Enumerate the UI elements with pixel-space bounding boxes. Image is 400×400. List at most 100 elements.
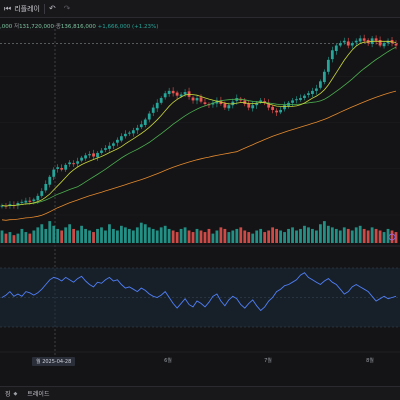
candle-body: [374, 38, 378, 41]
candle-body: [311, 90, 314, 94]
candle-body: [350, 43, 354, 46]
volume-bar: [28, 233, 32, 243]
volume-bar: [382, 232, 386, 243]
volume-bar: [279, 230, 282, 243]
volume-bar: [16, 233, 20, 243]
chart-toolbar: ⏮ 리플레이 ↶ ↷: [0, 0, 400, 18]
candle-body: [183, 92, 187, 95]
volume-bar: [76, 230, 80, 243]
ma-mid-line: [1, 40, 397, 207]
candle-body: [211, 102, 215, 105]
volume-bar: [88, 230, 91, 243]
candle-body: [171, 90, 175, 94]
candle-body: [322, 71, 326, 83]
volume-bar: [116, 230, 119, 243]
legend-close-value: 136,816,000: [60, 24, 96, 30]
volume-bar: [123, 227, 127, 243]
bottom-panel-bar: 징 ◆ 트레이드: [0, 386, 400, 400]
candle-body: [40, 191, 44, 196]
volume-bar: [350, 230, 354, 243]
bottom-tab-trade[interactable]: 트레이드: [22, 389, 54, 398]
candle-body: [326, 59, 330, 72]
volume-bar: [370, 227, 374, 243]
candle-body: [362, 38, 366, 41]
x-axis-month-label: 6월: [164, 357, 172, 364]
candle-body: [271, 106, 275, 110]
replay-label: 리플레이: [14, 4, 40, 13]
candle-body: [8, 204, 12, 206]
volume-bar: [239, 227, 243, 243]
volume-bar: [291, 227, 294, 243]
volume-bar: [203, 232, 207, 243]
toolbar-divider: [43, 3, 45, 14]
volume-bar: [80, 225, 83, 243]
volume-bar: [215, 230, 219, 243]
bottom-tab-trade-label: 트레이드: [27, 391, 50, 398]
volume-bar: [143, 224, 147, 243]
volume-bar: [386, 228, 390, 243]
volume-bar: [179, 228, 183, 243]
volume-bar: [187, 230, 191, 243]
candle-body: [52, 169, 56, 177]
volume-bar: [155, 230, 159, 243]
candle-body: [159, 98, 163, 103]
volume-bar: [263, 232, 267, 243]
replay-button[interactable]: ⏮ 리플레이: [0, 0, 44, 18]
volume-bar: [68, 224, 72, 243]
diamond-icon: ◆: [13, 390, 18, 397]
volume-bar: [243, 230, 247, 243]
volume-bar: [295, 230, 298, 243]
volume-bar: [4, 233, 8, 243]
volume-bar: [8, 232, 12, 243]
candle-body: [394, 43, 398, 46]
volume-bar: [12, 235, 16, 243]
candle-body: [0, 205, 4, 207]
volume-bar: [211, 233, 215, 243]
candle-body: [255, 102, 259, 106]
candle-body: [247, 103, 251, 108]
volume-bar: [52, 225, 56, 243]
candle-body: [16, 203, 20, 206]
candle-body: [116, 139, 119, 143]
undo-button[interactable]: ↶: [45, 0, 60, 18]
volume-bar: [171, 230, 175, 243]
candle-body: [275, 110, 279, 113]
volume-bar: [318, 224, 322, 243]
volume-bar: [32, 230, 36, 243]
volume-bar: [159, 227, 163, 243]
ma-short-line: [1, 46, 397, 207]
volume-bar: [299, 228, 302, 243]
candle-body: [199, 97, 203, 102]
candle-body: [279, 109, 282, 113]
volume-bar: [72, 228, 76, 243]
candle-body: [60, 167, 64, 170]
volume-bar: [378, 230, 382, 243]
candle-body: [342, 40, 346, 43]
candle-body: [92, 153, 95, 157]
volume-bar: [64, 227, 68, 243]
volume-bar: [366, 230, 370, 243]
price-chart[interactable]: 6월 7월 8월: [0, 0, 400, 386]
volume-bar: [131, 230, 135, 243]
bottom-tab-1-label: 징: [5, 391, 11, 398]
candle-body: [36, 195, 40, 201]
candle-body: [307, 93, 310, 95]
candle-body: [119, 136, 123, 141]
volume-bar: [40, 224, 44, 243]
volume-bar: [147, 227, 151, 243]
volume-bar: [60, 230, 64, 243]
crosshair-date-label: 월 2025-04-28: [32, 357, 76, 366]
candle-body: [303, 95, 306, 99]
redo-button[interactable]: ↷: [60, 0, 75, 18]
volume-bar: [358, 225, 362, 243]
volume-bar: [251, 233, 255, 243]
candle-body: [163, 93, 167, 98]
volume-bar: [207, 228, 211, 243]
volume-bar: [227, 232, 231, 243]
candle-body: [259, 100, 263, 103]
bottom-tab-1[interactable]: 징 ◆: [0, 389, 22, 399]
x-axis-month-label: 8월: [366, 357, 374, 364]
volume-bar: [0, 230, 4, 243]
candle-body: [243, 100, 247, 104]
volume-bar: [167, 228, 171, 243]
